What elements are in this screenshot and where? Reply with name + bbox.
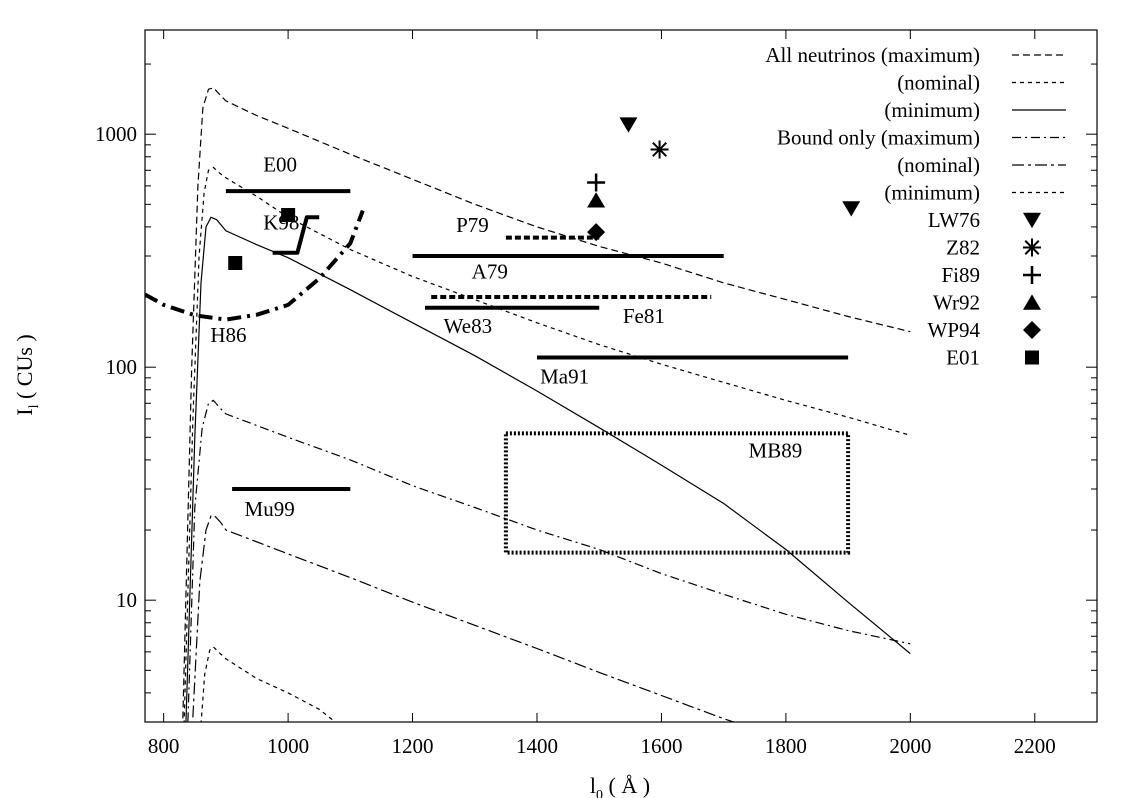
legend-label-0: All neutrinos (maximum) <box>765 43 980 67</box>
annotation-k98: K98 <box>263 210 299 234</box>
legend-label-2: (minimum) <box>884 98 980 122</box>
marker-z82-0 <box>650 140 669 159</box>
legend-marker-wp94 <box>1023 321 1041 339</box>
legend-label-4: (nominal) <box>897 153 980 177</box>
legend-label-11: E01 <box>946 346 980 370</box>
y-tick-label-100: 100 <box>106 355 138 379</box>
legend-label-5: (minimum) <box>884 181 980 205</box>
marker-e01-1 <box>228 255 243 270</box>
series-line-4 <box>192 515 736 722</box>
marker-wp94-0 <box>587 223 606 242</box>
annotation-we83: We83 <box>444 314 492 338</box>
annotation-a79: A79 <box>472 260 508 284</box>
marker-wr92-0 <box>587 192 606 208</box>
legend-label-1: (nominal) <box>897 71 980 95</box>
annotation-fe81: Fe81 <box>623 304 665 328</box>
x-tick-label-1800: 1800 <box>765 734 807 758</box>
x-tick-label-2200: 2200 <box>1014 734 1056 758</box>
legend-label-7: Z82 <box>946 236 980 260</box>
legend: All neutrinos (maximum) (nominal) (minimum… <box>765 43 1066 370</box>
x-tick-label-2000: 2000 <box>889 734 931 758</box>
overlay-layer: E00 K98 H86 P79 A79 We83 Fe81 Ma91 MB89 Mu99 <box>145 117 861 555</box>
legend-marker-wr92 <box>1023 294 1041 310</box>
legend-label-10: WP94 <box>928 318 981 342</box>
x-tick-label-1600: 1600 <box>640 734 682 758</box>
legend-label-9: Wr92 <box>933 291 980 315</box>
region-mb89 <box>503 431 851 555</box>
curve-h86 <box>145 209 365 322</box>
annotation-ma91: Ma91 <box>540 365 589 389</box>
annotation-mb89: MB89 <box>749 438 803 462</box>
annotation-h86: H86 <box>210 323 246 347</box>
x-tick-label-1200: 1200 <box>392 734 434 758</box>
y-tick-label-10: 10 <box>116 588 137 612</box>
marker-fi89-0 <box>587 173 606 192</box>
legend-marker-e01 <box>1025 350 1039 365</box>
marker-lw76-1 <box>842 201 861 217</box>
marker-e01-0 <box>281 207 296 222</box>
x-tick-label-1000: 1000 <box>267 734 309 758</box>
annotation-mu99: Mu99 <box>245 497 295 521</box>
annotation-p79: P79 <box>456 213 489 237</box>
annotation-e00: E00 <box>263 153 297 177</box>
y-tick-label-1000: 1000 <box>95 122 137 146</box>
curve-k98 <box>272 215 320 255</box>
plot-frame <box>144 29 1098 723</box>
legend-marker-z82 <box>1023 238 1041 257</box>
x-axis-label: l0 ( Å ) <box>590 773 650 798</box>
series-line-2 <box>185 216 911 722</box>
legend-label-3: Bound only (maximum) <box>777 126 980 150</box>
plot-layer <box>182 87 911 722</box>
series-line-1 <box>183 166 911 722</box>
legend-label-6: LW76 <box>928 208 980 232</box>
legend-marker-fi89 <box>1023 266 1041 284</box>
x-tick-label-1400: 1400 <box>516 734 558 758</box>
legend-marker-lw76 <box>1023 212 1041 229</box>
legend-label-8: Fi89 <box>941 263 980 287</box>
x-tick-label-800: 800 <box>148 734 180 758</box>
series-line-5 <box>200 646 337 722</box>
y-axis-label: Il ( CUs ) <box>12 334 42 416</box>
axis-layer: 800 1000 1200 1400 1600 1800 2000 2200 10 100 1000 <box>95 29 1098 758</box>
marker-lw76-0 <box>619 117 638 133</box>
